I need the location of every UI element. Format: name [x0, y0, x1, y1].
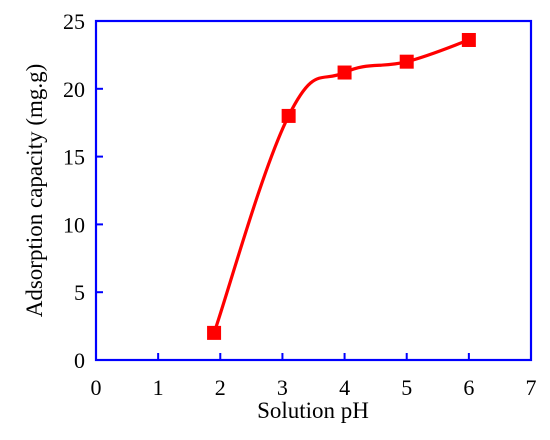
y-axis-ticks: 0 5 10 15 20 25 [63, 9, 103, 373]
y-tick-label-2: 10 [63, 212, 85, 237]
x-tick-label-4: 4 [339, 375, 350, 400]
x-tick-label-1: 1 [153, 375, 164, 400]
x-tick-label-3: 3 [277, 375, 288, 400]
x-tick-label-0: 0 [91, 375, 102, 400]
x-tick-label-6: 6 [463, 375, 474, 400]
x-axis-ticks: 0 1 2 3 4 5 6 7 [91, 353, 537, 400]
data-point-0 [207, 325, 222, 340]
y-tick-label-3: 15 [63, 145, 85, 170]
x-tick-label-7: 7 [526, 375, 537, 400]
series-markers [207, 32, 476, 340]
x-tick-label-2: 2 [215, 375, 226, 400]
axes [94, 19, 533, 362]
y-tick-label-1: 5 [74, 280, 85, 305]
y-tick-label-0: 0 [74, 348, 85, 373]
data-point-3 [399, 54, 414, 69]
y-axis-title: Adsorption capacity (mg.g) [22, 64, 47, 318]
x-tick-label-5: 5 [401, 375, 412, 400]
data-point-2 [337, 65, 352, 80]
y-tick-label-4: 20 [63, 77, 85, 102]
y-tick-label-5: 25 [63, 9, 85, 34]
x-axis-title: Solution pH [257, 398, 369, 423]
series-line [212, 38, 470, 334]
plot-frame [94, 19, 533, 362]
data-point-1 [281, 108, 296, 123]
data-point-4 [461, 32, 476, 47]
